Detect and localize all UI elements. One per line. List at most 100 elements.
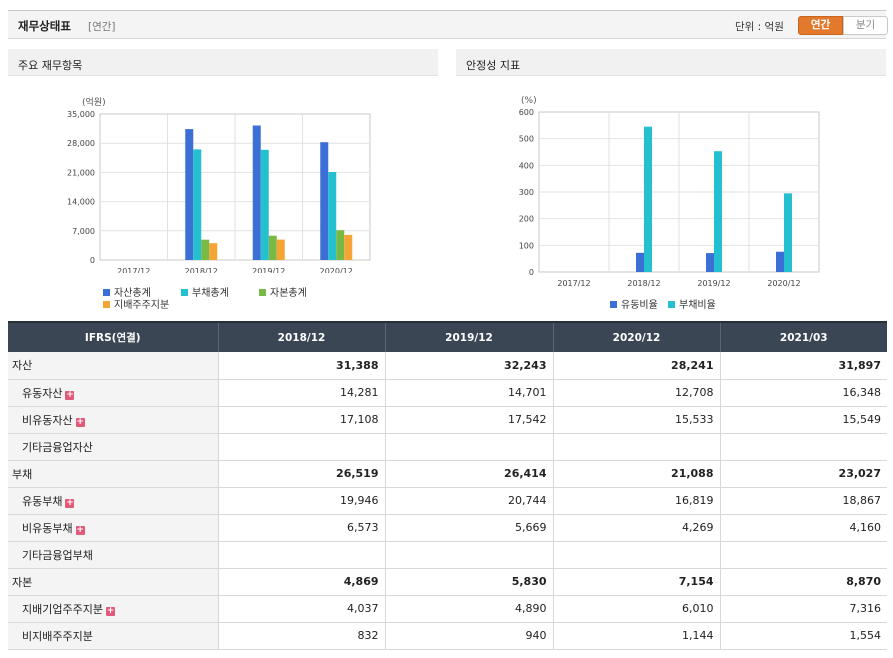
- value-cell: [552, 433, 720, 461]
- legend-swatch: [668, 301, 675, 308]
- y-tick-label: 200: [519, 215, 534, 224]
- value-cell: 7,316: [719, 595, 887, 623]
- table-header-row: IFRS(연결) 2018/12 2019/12 2020/12 2021/03: [8, 321, 887, 352]
- bar-지배주주지분: [209, 243, 218, 260]
- legend-swatch: [610, 301, 617, 308]
- row-label-cell: 기타금융업부채: [8, 541, 218, 569]
- x-tick-label: 2018/12: [627, 279, 660, 288]
- y-tick-label: 21,000: [67, 168, 95, 177]
- annual-toggle-button[interactable]: 연간: [798, 16, 843, 35]
- row-label-cell: 자본: [8, 568, 218, 596]
- table-row: 비유동부채 +6,573 5,669 4,269 4,160: [8, 514, 887, 542]
- bar-자산총계: [185, 129, 194, 260]
- x-tick-label: 2017/12: [117, 267, 150, 273]
- bar-부채비율: [714, 151, 722, 272]
- y-tick-label: 35,000: [67, 110, 95, 119]
- legend-label: 유동비율: [621, 300, 658, 311]
- column-header: 2021/03: [719, 321, 887, 352]
- legend-swatch: [103, 301, 110, 308]
- value-cell: 1,144: [552, 622, 720, 650]
- expand-plus-icon[interactable]: +: [65, 497, 75, 508]
- y-tick-label: 7,000: [72, 227, 95, 236]
- row-label: 지배기업주주지분: [22, 602, 103, 616]
- y-tick-label: 300: [519, 188, 534, 197]
- y-tick-label: 500: [519, 135, 534, 144]
- bar-지배주주지분: [276, 239, 285, 260]
- value-cell: 6,010: [552, 595, 720, 623]
- financial-items-chart: (억원) 0 7,000 14,000 21,000 28,000 35,000 2017/1…: [67, 96, 371, 273]
- table-row: 비유동자산 +17,108 17,542 15,533 15,549: [8, 406, 887, 434]
- y-tick-label: 400: [519, 161, 534, 170]
- value-cell: 19,946: [217, 487, 385, 515]
- bar-자본총계: [268, 235, 277, 260]
- row-label: 자본: [12, 575, 33, 589]
- legend-item[interactable]: 유동비율: [610, 296, 658, 311]
- section-title: 재무상태표: [18, 19, 71, 33]
- value-cell: 12,708: [552, 379, 720, 407]
- x-tick-label: 2019/12: [697, 279, 730, 288]
- value-cell: [719, 541, 887, 569]
- value-cell: 31,897: [719, 352, 887, 380]
- table-row: 자본 4,869 5,830 7,154 8,870: [8, 568, 887, 596]
- row-label: 자산: [12, 359, 33, 373]
- value-cell: 26,519: [217, 460, 385, 488]
- row-label: 비유동부채: [22, 521, 73, 535]
- value-cell: 940: [384, 622, 553, 650]
- y-tick-label: 600: [519, 108, 534, 117]
- value-cell: 15,549: [719, 406, 887, 434]
- row-label-cell: 유동자산 +: [8, 379, 218, 407]
- legend-item[interactable]: 지배주주지분: [103, 296, 169, 311]
- value-cell: 28,241: [552, 352, 720, 380]
- bar-지배주주지분: [344, 234, 353, 260]
- bar-부채비율: [644, 126, 652, 272]
- x-tick-label: 2019/12: [252, 267, 285, 273]
- bar-부채총계: [193, 149, 202, 260]
- value-cell: 5,669: [384, 514, 553, 542]
- row-label-cell: 유동부채 +: [8, 487, 218, 515]
- panel-title-financial-items: 주요 재무항목: [8, 49, 438, 76]
- value-cell: 16,348: [719, 379, 887, 407]
- value-cell: 26,414: [384, 460, 553, 488]
- bar-자본총계: [201, 239, 210, 260]
- value-cell: 17,108: [217, 406, 385, 434]
- quarter-toggle-button[interactable]: 분기: [843, 16, 888, 35]
- value-cell: 14,281: [217, 379, 385, 407]
- expand-plus-icon[interactable]: +: [75, 524, 85, 535]
- bar-자본총계: [336, 230, 345, 260]
- table-row: 자산 31,388 32,243 28,241 31,897: [8, 352, 887, 380]
- column-header: 2018/12: [217, 321, 385, 352]
- table-row: 기타금융업자산: [8, 433, 887, 461]
- expand-plus-icon[interactable]: +: [75, 416, 85, 427]
- x-tick-label: 2020/12: [767, 279, 800, 288]
- value-cell: 7,154: [552, 568, 720, 596]
- column-header: 2020/12: [552, 321, 720, 352]
- value-cell: 8,870: [719, 568, 887, 596]
- value-cell: 15,533: [552, 406, 720, 434]
- bar-유동비율: [636, 252, 644, 272]
- table-row: 유동자산 +14,281 14,701 12,708 16,348: [8, 379, 887, 407]
- value-cell: 20,744: [384, 487, 553, 515]
- expand-plus-icon[interactable]: +: [65, 389, 75, 400]
- value-cell: 16,819: [552, 487, 720, 515]
- stability-chart: (%) 0 100 200 300 400 500 600 2017/12 2018/12 2019…: [519, 96, 820, 288]
- x-tick-label: 2020/12: [320, 267, 353, 273]
- expand-plus-icon[interactable]: +: [105, 605, 115, 616]
- legend-item[interactable]: 자산총계: [103, 284, 151, 299]
- legend-swatch: [181, 289, 188, 296]
- value-cell: 31,388: [217, 352, 385, 380]
- row-label: 비지배주주지분: [22, 629, 93, 643]
- row-label: 부채: [12, 467, 33, 481]
- value-cell: 832: [217, 622, 385, 650]
- value-cell: [217, 541, 385, 569]
- y-tick-label: 14,000: [67, 198, 95, 207]
- legend-label: 부채비율: [679, 300, 716, 311]
- legend-item[interactable]: 자본총계: [259, 284, 307, 299]
- legend-item[interactable]: 부채총계: [181, 284, 229, 299]
- x-tick-label: 2018/12: [185, 267, 218, 273]
- row-label-cell: 지배기업주주지분 +: [8, 595, 218, 623]
- value-cell: [217, 433, 385, 461]
- row-label: 유동자산: [22, 386, 63, 400]
- legend-item[interactable]: 부채비율: [668, 296, 716, 311]
- legend-label: 자본총계: [270, 288, 307, 299]
